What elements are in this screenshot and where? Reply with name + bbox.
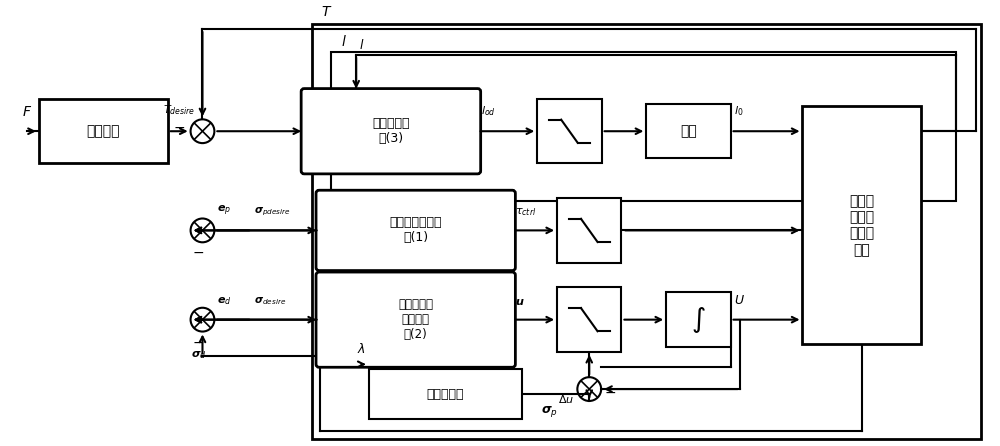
Bar (646, 104, 731, 158)
FancyBboxPatch shape (316, 190, 515, 271)
Bar (39, 99, 168, 163)
Bar (666, 293, 731, 347)
Bar (557, 287, 621, 352)
FancyBboxPatch shape (316, 272, 515, 367)
Bar (369, 369, 522, 419)
Text: $\tau_{ctrl}$: $\tau_{ctrl}$ (515, 206, 537, 218)
Text: $l$: $l$ (359, 38, 365, 52)
Text: $\boldsymbol{e}_p$: $\boldsymbol{e}_p$ (217, 203, 232, 218)
Text: $l_{od}$: $l_{od}$ (481, 104, 495, 118)
Text: $T_{desire}$: $T_{desire}$ (163, 103, 195, 117)
Text: $-$: $-$ (192, 334, 205, 348)
Text: 张力计算: 张力计算 (87, 124, 120, 138)
Bar (537, 99, 602, 163)
Text: $T$: $T$ (321, 5, 333, 19)
Text: 阻抗控制器
式(3): 阻抗控制器 式(3) (372, 117, 410, 145)
Text: $\boldsymbol{\sigma}_{pdesire}$: $\boldsymbol{\sigma}_{pdesire}$ (254, 205, 291, 218)
Text: $\boldsymbol{u}$: $\boldsymbol{u}$ (515, 297, 525, 307)
Text: $\lambda$: $\lambda$ (357, 343, 366, 356)
Text: $U$: $U$ (734, 294, 744, 307)
Bar (331, 52, 956, 201)
Text: $\boldsymbol{\sigma}_d$: $\boldsymbol{\sigma}_d$ (191, 349, 206, 361)
Text: $\Delta u$: $\Delta u$ (558, 393, 574, 405)
Bar (802, 107, 921, 344)
Text: $F$: $F$ (22, 105, 32, 120)
Text: 电机: 电机 (680, 124, 697, 138)
Text: 连杆摆角速
率控制器
式(2): 连杆摆角速 率控制器 式(2) (398, 298, 433, 341)
Text: $l_0$: $l_0$ (734, 104, 743, 118)
Text: $-$: $-$ (604, 385, 616, 399)
Text: 系统拖
曳变轨
动力学
模型: 系统拖 曳变轨 动力学 模型 (849, 194, 875, 257)
FancyBboxPatch shape (301, 89, 481, 174)
Text: $\boldsymbol{\sigma}_p$: $\boldsymbol{\sigma}_p$ (541, 404, 558, 419)
Text: $\int$: $\int$ (691, 305, 706, 334)
Bar (557, 198, 621, 263)
Text: 平台姿态控制器
式(1): 平台姿态控制器 式(1) (389, 216, 442, 244)
Text: $-$: $-$ (173, 120, 186, 134)
Text: 抗饱和模块: 抗饱和模块 (427, 388, 464, 401)
Text: $\boldsymbol{\sigma}_{desire}$: $\boldsymbol{\sigma}_{desire}$ (254, 295, 286, 307)
Bar (312, 24, 981, 439)
Text: $l$: $l$ (341, 34, 347, 49)
Text: $\boldsymbol{e}_d$: $\boldsymbol{e}_d$ (217, 295, 232, 307)
Text: $-$: $-$ (192, 245, 205, 259)
